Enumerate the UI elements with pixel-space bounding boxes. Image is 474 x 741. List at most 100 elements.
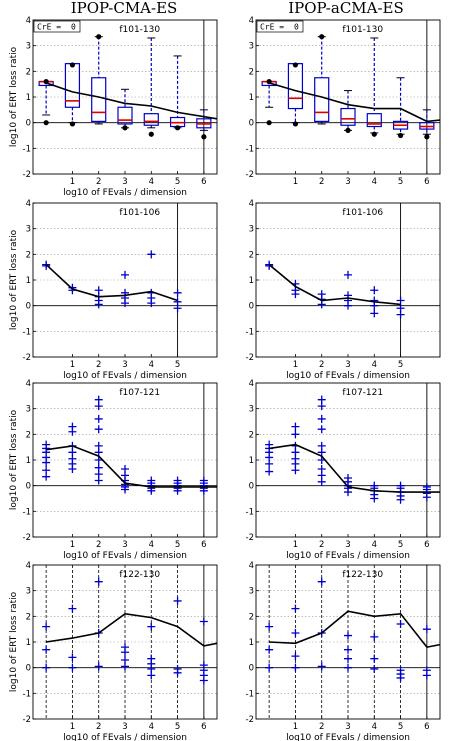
y-tick-label: 4 (249, 379, 254, 389)
chart-panel: -2 -1 0 1 2 3 4 1 2 3 4 5 6 f107-121 log10 of FEvals /… (246, 379, 441, 561)
y-tick-label: 4 (26, 16, 31, 26)
outlier-point (43, 120, 49, 126)
y-tick-label: -1 (246, 689, 254, 699)
y-tick-label: -1 (23, 689, 31, 699)
outlier-point (266, 120, 272, 126)
data-marker (370, 309, 379, 318)
x-axis-label: log10 of FEvals / dimension (286, 733, 410, 741)
panels: -2 -1 0 1 2 3 4 1 2 3 4 5 6 f101-130 CrE = 0 log10 of FE… (9, 16, 441, 741)
x-tick-label: 3 (345, 722, 350, 732)
box (340, 107, 356, 126)
data-marker (121, 299, 129, 308)
data-marker (121, 648, 129, 657)
column-title-right: IPOP-aCMA-ES (288, 0, 404, 17)
data-marker (265, 467, 274, 476)
y-tick-label: 0 (26, 664, 31, 674)
outlier-point (345, 127, 351, 133)
data-marker (291, 430, 300, 439)
data-marker (422, 671, 431, 680)
data-marker (317, 448, 326, 457)
x-tick-label: 3 (345, 540, 350, 550)
cre-legend-box (256, 20, 304, 33)
x-tick-label: 2 (96, 722, 101, 732)
y-tick-label: 2 (26, 250, 31, 260)
y-tick-label: -2 (23, 170, 31, 180)
data-marker (94, 456, 103, 464)
data-marker (147, 486, 156, 495)
y-tick-label: -2 (23, 715, 31, 725)
data-marker (68, 427, 77, 436)
x-tick-label: 2 (96, 360, 101, 370)
y-tick-label: 3 (26, 405, 31, 415)
y-tick-label: 4 (26, 561, 31, 571)
x-tick-label: 5 (175, 177, 180, 187)
y-tick-label: -2 (246, 715, 254, 725)
data-marker (94, 425, 103, 434)
data-marker (42, 645, 51, 654)
chart-panel: -2 -1 0 1 2 3 4 1 2 3 4 5 f101-106 log10 of FEvals / … (9, 199, 218, 381)
data-marker (344, 663, 352, 672)
x-tick-label: 2 (96, 177, 101, 187)
y-tick-label: 3 (26, 225, 31, 235)
y-tick-label: 0 (249, 664, 254, 674)
data-marker (94, 662, 103, 671)
data-marker (370, 301, 379, 310)
data-marker (265, 663, 274, 672)
data-marker (121, 270, 129, 279)
x-axis-label: log10 of FEvals / dimension (286, 371, 410, 381)
data-marker (344, 270, 352, 279)
y-tick-label: -1 (23, 144, 31, 154)
y-tick-label: 1 (249, 276, 254, 286)
outlier-point (174, 125, 181, 131)
x-tick-label: 1 (293, 540, 298, 550)
median-trend-line (269, 610, 441, 648)
data-marker (396, 673, 405, 682)
median-trend-line (45, 612, 218, 647)
y-tick-label: 2 (249, 250, 254, 260)
y-tick-label: 4 (26, 379, 31, 389)
x-tick-label: 3 (122, 360, 127, 370)
data-marker (422, 493, 431, 502)
data-marker (68, 604, 77, 613)
data-marker (291, 663, 300, 672)
x-tick-label: 4 (372, 722, 377, 732)
cre-legend-value: 0 (71, 23, 76, 32)
data-marker (291, 466, 300, 475)
data-marker (199, 676, 208, 685)
y-tick-label: 3 (249, 405, 254, 415)
data-marker (173, 486, 182, 495)
data-marker (265, 645, 274, 654)
box (314, 77, 330, 122)
x-axis-label: log10 of FEvals / dimension (286, 551, 410, 561)
x-tick-label: 1 (293, 360, 298, 370)
data-marker (396, 620, 405, 629)
data-marker (317, 662, 326, 671)
chart-panel: -2 -1 0 1 2 3 4 1 2 3 4 5 6 f101-130 CrE = 0 log10 of FE… (9, 16, 218, 198)
x-tick-label: 2 (319, 722, 324, 732)
data-marker (121, 662, 129, 671)
outlier-point (292, 62, 299, 68)
outlier-point (148, 131, 154, 137)
y-tick-label: 1 (26, 638, 31, 648)
y-tick-label: -1 (246, 144, 254, 154)
cre-legend-label: CrE = (260, 23, 284, 32)
median-trend-line (268, 443, 440, 493)
chart-panel: -2 -1 0 1 2 3 4 1 2 3 4 5 6 f122-130 log10 of FEvals /… (9, 561, 218, 741)
data-marker (370, 632, 379, 641)
x-tick-label: 3 (345, 360, 350, 370)
x-axis-label: log10 of FEvals / dimension (63, 733, 187, 741)
chart-panel: -2 -1 0 1 2 3 4 1 2 3 4 5 6 f122-130 log10 of FEvals /… (246, 561, 441, 741)
data-marker (94, 300, 103, 309)
median-trend-line (45, 264, 178, 302)
outlier-point (292, 121, 299, 127)
y-tick-label: 1 (249, 638, 254, 648)
data-marker (173, 304, 182, 313)
chart-panel: -2 -1 0 1 2 3 4 1 2 3 4 5 6 f107-121 log10 of FEvals /… (9, 379, 218, 561)
x-tick-label: 3 (122, 177, 127, 187)
y-tick-label: 2 (249, 67, 254, 77)
x-tick-label: 5 (175, 722, 180, 732)
data-marker (344, 488, 352, 497)
data-marker (199, 617, 208, 626)
cre-legend-box (33, 20, 81, 33)
